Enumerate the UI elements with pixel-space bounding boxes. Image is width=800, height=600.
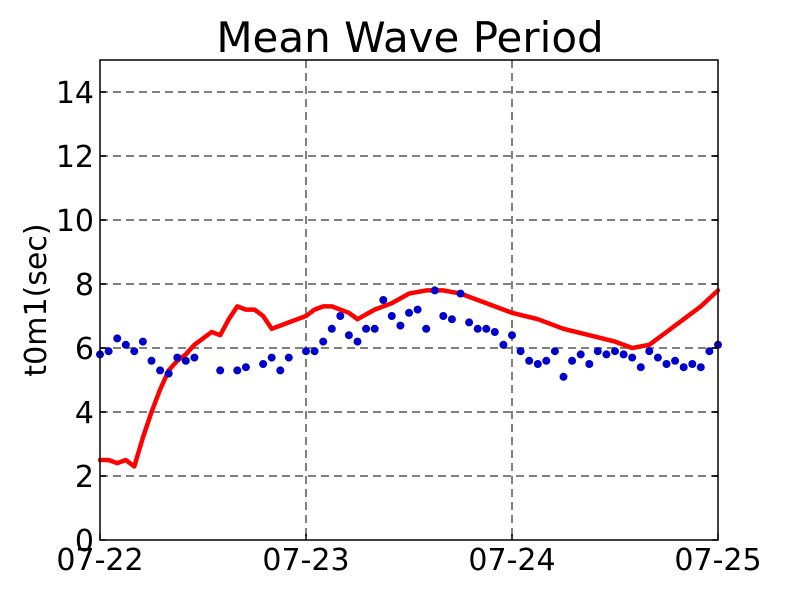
observed-point <box>508 331 516 340</box>
x-tick-label: 07-22 <box>56 543 143 578</box>
plot-frame <box>99 59 719 541</box>
observed-point <box>559 372 568 381</box>
observed-point <box>645 347 654 356</box>
observed-point <box>319 337 328 346</box>
observed-point <box>679 363 688 372</box>
observed-point <box>130 347 139 356</box>
observed-point <box>396 321 405 330</box>
observed-point <box>413 305 422 314</box>
observed-point <box>482 324 491 333</box>
observed-point <box>173 353 182 362</box>
observed-point <box>147 356 156 365</box>
observed-point <box>405 308 413 317</box>
observed-point <box>499 340 508 349</box>
observed-point <box>456 289 465 298</box>
observed-point <box>241 363 250 372</box>
y-tick-label: 2 <box>75 460 94 495</box>
observed-point <box>525 356 534 365</box>
observed-point <box>422 324 431 333</box>
observed-point <box>516 347 525 356</box>
observed-point <box>233 366 242 375</box>
observed-point <box>490 328 499 336</box>
observed-point <box>576 350 585 359</box>
observed-point <box>190 353 199 362</box>
observed-point <box>542 356 551 365</box>
grid-lines <box>100 60 718 540</box>
observed-point <box>216 366 225 375</box>
y-tick-label: 4 <box>75 396 94 431</box>
observed-point <box>370 324 379 333</box>
observed-point <box>636 363 645 372</box>
observed-point <box>696 363 705 372</box>
observed-point <box>344 331 353 340</box>
observed-point <box>671 356 680 365</box>
observed-point <box>653 353 662 362</box>
observed-point <box>327 324 336 333</box>
observed-point <box>138 337 147 346</box>
y-tick-label: 8 <box>75 268 94 303</box>
observed-point <box>156 366 165 375</box>
observed-point <box>705 347 714 356</box>
y-tick-label: 14 <box>56 76 94 111</box>
observed-point <box>267 353 276 362</box>
observed-point <box>568 356 577 365</box>
observed-point <box>353 337 362 346</box>
y-tick-label: 10 <box>56 204 94 239</box>
observed-point <box>113 334 122 343</box>
observed-point <box>611 347 619 356</box>
observed-point <box>430 286 439 295</box>
chart-title: Mean Wave Period <box>216 13 603 62</box>
y-tick-label: 0 <box>75 524 94 559</box>
x-tick-label: 07-24 <box>468 543 555 578</box>
observed-point <box>387 312 396 320</box>
observed-point <box>533 360 542 368</box>
observed-point <box>362 324 371 333</box>
y-axis-label: t0m1(sec) <box>19 223 54 376</box>
x-tick-label: 07-23 <box>262 543 349 578</box>
observed-point <box>473 324 482 333</box>
observed-point <box>379 296 388 304</box>
observed-point <box>276 366 285 375</box>
observed-point <box>439 312 448 320</box>
observed-point <box>628 353 637 362</box>
observed-point <box>336 312 345 320</box>
observed-point <box>593 347 602 356</box>
observed-point <box>585 360 594 368</box>
observed-point <box>662 360 671 368</box>
observed-point <box>259 360 268 368</box>
x-tick-label: 07-25 <box>674 543 761 578</box>
observed-point <box>447 315 456 324</box>
observed-point <box>181 356 190 365</box>
axis-ticks: 0 2 4 6 8 10 12 14 07-22 07-23 07-24 07-25 <box>56 76 762 578</box>
observed-point <box>104 347 113 356</box>
observed-point <box>619 350 628 359</box>
observed-point <box>310 347 319 356</box>
observed-point <box>465 318 474 327</box>
observed-point <box>164 369 173 378</box>
observed-point <box>302 347 310 356</box>
observed-point <box>121 340 130 349</box>
y-tick-label: 12 <box>56 140 94 175</box>
observed-point <box>688 360 697 368</box>
observed-point <box>284 353 293 362</box>
observed-point <box>550 347 559 356</box>
observed-point <box>602 350 611 359</box>
plot-series <box>96 286 722 469</box>
y-tick-label: 6 <box>75 332 94 367</box>
